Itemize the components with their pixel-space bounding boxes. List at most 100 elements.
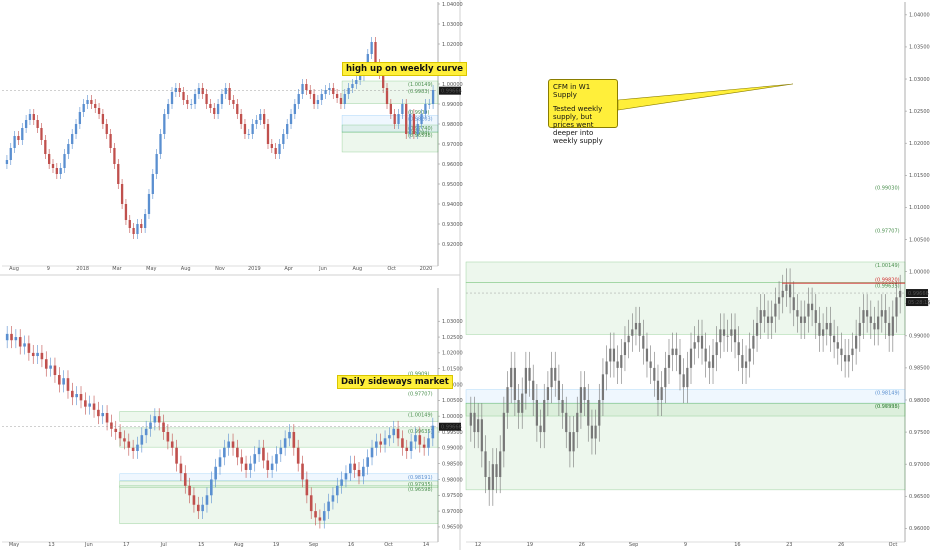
candle-body — [401, 438, 404, 448]
x-tick-label: Sep — [629, 542, 638, 548]
y-tick-label: 1.04000 — [909, 13, 930, 19]
candle-body — [667, 355, 671, 368]
candle-body — [292, 431, 296, 448]
candle-body — [550, 367, 553, 388]
candle-body — [255, 120, 258, 124]
candle-body — [275, 454, 278, 464]
y-tick-label: 1.02000 — [442, 42, 463, 48]
y-tick-label: 0.97000 — [909, 462, 930, 468]
candle-body — [829, 322, 832, 336]
candle-body — [183, 473, 187, 486]
zone-label: (0.98203) — [408, 116, 433, 122]
candle-body — [179, 463, 183, 474]
candle-body — [561, 399, 564, 413]
level-label: (0.9909) — [408, 372, 429, 378]
candle-body — [92, 403, 96, 410]
zone-rect — [465, 389, 906, 404]
candle-body — [218, 457, 222, 467]
zone-label: (0.96598) — [408, 487, 433, 493]
candle-body — [469, 412, 472, 426]
candle-body — [331, 495, 335, 502]
x-tick-label: 2018 — [76, 266, 89, 272]
level-label: (0.9983) — [408, 89, 429, 95]
y-tick-label: 0.97500 — [442, 493, 463, 499]
candle-body — [601, 374, 605, 400]
candle-body — [71, 134, 74, 144]
candle-body — [5, 160, 9, 164]
y-tick-label: 1.03500 — [909, 45, 930, 51]
candle-body — [392, 428, 396, 436]
x-tick-label: Jun — [84, 542, 93, 548]
y-tick-label: 1.02000 — [442, 351, 463, 357]
candle-body — [270, 463, 274, 470]
candle-body — [366, 457, 369, 467]
candle-body — [686, 367, 689, 388]
zone-label: (1.00149) — [408, 82, 433, 88]
candle-body — [36, 352, 39, 357]
candle-body — [708, 361, 711, 368]
zone-rect — [119, 411, 439, 422]
candle-body — [349, 463, 352, 474]
candle-body — [877, 316, 880, 330]
candle-body — [576, 412, 579, 433]
candle-body — [796, 310, 799, 317]
candle-body — [144, 428, 148, 436]
candle-body — [123, 438, 126, 442]
candle-body — [232, 100, 235, 104]
candle-body — [565, 412, 568, 433]
candle-body — [266, 124, 270, 144]
candle-body — [799, 316, 803, 323]
y-tick-label: 1.02500 — [442, 335, 463, 341]
chart-panel-1: 1.040001.030001.020001.010001.000000.990… — [2, 2, 463, 272]
candle-body — [488, 477, 491, 490]
candle-body — [473, 412, 476, 433]
zone-rect — [465, 261, 906, 283]
candle-body — [55, 168, 58, 174]
candle-body — [10, 333, 13, 341]
candle-body — [869, 316, 872, 323]
candle-body — [375, 441, 378, 448]
candle-body — [24, 120, 28, 128]
candle-body — [82, 104, 85, 112]
x-tick-label: Sep — [309, 542, 318, 548]
y-tick-label: 1.03000 — [909, 77, 930, 83]
daily-annotation: Daily sideways market — [337, 375, 453, 389]
candle-body — [770, 316, 773, 323]
zone-rect — [341, 80, 439, 104]
candle-body — [209, 104, 212, 108]
x-tick-label: 19 — [527, 542, 533, 548]
x-tick-label: 17 — [123, 542, 129, 548]
candle-body — [197, 88, 201, 94]
zone-label: (0.97740) — [408, 126, 433, 132]
zone-label: (0.96598) — [408, 133, 433, 139]
y-tick-label: 0.93000 — [442, 222, 463, 228]
zone-rect — [119, 485, 439, 525]
candle-body — [557, 380, 561, 400]
countdown-tag — [906, 298, 928, 307]
callout-title: CFM in W1 Supply — [553, 83, 591, 99]
candle-body — [627, 335, 630, 343]
candle-body — [499, 451, 502, 478]
candle-body — [192, 495, 196, 505]
candle-body — [59, 168, 62, 174]
y-tick-label: 1.03000 — [442, 22, 463, 28]
countdown-label: 05:28:15 — [908, 300, 930, 306]
candle-body — [283, 438, 287, 448]
zone-rect — [119, 480, 439, 488]
y-tick-label: 0.98000 — [909, 398, 930, 404]
candle-body — [484, 451, 487, 478]
candle-body — [401, 104, 404, 114]
candle-body — [314, 511, 317, 518]
candle-body — [318, 517, 322, 521]
candle-body — [719, 329, 722, 343]
y-tick-label: 0.97000 — [442, 509, 463, 515]
candle-body — [616, 361, 619, 368]
candle-body — [210, 479, 213, 496]
candle-body — [88, 403, 91, 407]
candle-body — [309, 90, 312, 94]
candle-body — [162, 422, 165, 432]
x-tick-label: 9 — [47, 266, 50, 272]
candle-body — [645, 348, 649, 362]
zone-label: (0.98149) — [875, 391, 900, 397]
